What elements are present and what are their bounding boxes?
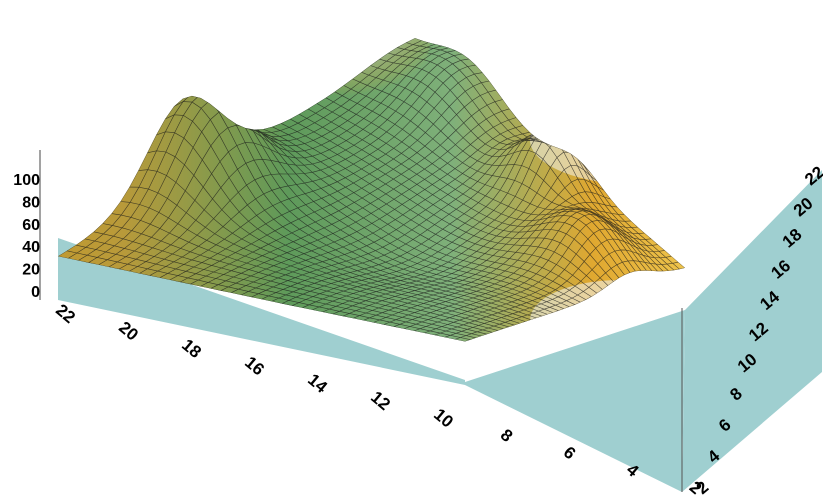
- mesh-line-v: [102, 223, 493, 333]
- x-tick-label: 12: [367, 387, 394, 414]
- y-tick-label: 22: [801, 162, 823, 189]
- mesh-line-v: [111, 213, 499, 331]
- mesh-line-v: [388, 52, 669, 272]
- z-tick-label: 40: [22, 239, 40, 256]
- z-tick-label: 60: [22, 217, 40, 234]
- z-tick-label: 0: [31, 284, 40, 301]
- right-wall: [682, 170, 822, 492]
- mesh-line-v: [272, 126, 598, 294]
- mesh-line-v: [66, 250, 471, 340]
- x-tick-label: 10: [430, 405, 457, 432]
- mesh-line-v: [361, 71, 653, 272]
- mesh-line-v: [138, 169, 515, 326]
- mesh-line-v: [173, 101, 537, 319]
- mesh-line-v: [164, 114, 532, 321]
- mesh-line-v: [156, 131, 526, 322]
- z-tick-label: 80: [22, 194, 40, 211]
- mesh-line-v: [93, 231, 488, 335]
- mesh-line-v: [263, 128, 592, 297]
- mesh-line-v: [343, 85, 642, 271]
- mesh-line-v: [298, 113, 614, 282]
- z-tick-label: 20: [22, 262, 40, 279]
- mesh-line-v: [75, 244, 477, 339]
- plateau-highlight: [665, 73, 685, 117]
- x-tick-label: 14: [304, 370, 331, 397]
- mesh-line-v: [209, 100, 559, 311]
- mesh-line-v: [227, 117, 570, 308]
- mesh-line-v: [280, 123, 603, 290]
- mesh-line-v: [218, 109, 565, 310]
- mesh-line-v: [58, 256, 466, 342]
- x-tick-label: 16: [241, 353, 268, 380]
- mesh-line-v: [325, 97, 631, 273]
- x-tick-label: 18: [178, 335, 205, 362]
- mesh-line-v: [254, 129, 587, 300]
- mesh-line-v: [147, 150, 521, 324]
- mesh-line-v: [191, 90, 548, 315]
- mesh-line-v: [84, 238, 482, 337]
- mesh-line-v: [182, 93, 543, 317]
- mesh-line-v: [200, 93, 554, 313]
- z-tick-labels: 0 20 40 60 80 100: [13, 172, 40, 301]
- mesh-line-v: [245, 127, 581, 303]
- mesh-line-v: [236, 123, 576, 305]
- z-tick-label: 100: [13, 172, 40, 189]
- mesh-line-v: [307, 108, 620, 279]
- mesh-line-v: [120, 201, 504, 330]
- front-wall: [465, 310, 685, 492]
- mesh-line-v: [316, 103, 625, 276]
- mesh-line-v: [406, 42, 680, 270]
- mesh-line-v: [397, 47, 675, 271]
- x-tick-label: 22: [52, 300, 79, 327]
- mesh-line-v: [352, 78, 647, 271]
- mesh-line-v: [129, 186, 510, 328]
- mesh-line-v: [379, 58, 664, 272]
- mesh-line-v: [370, 65, 658, 272]
- mesh-line-v: [289, 118, 609, 286]
- mesh-line-v: [334, 91, 636, 272]
- x-tick-label: 8: [497, 425, 516, 446]
- x-tick-label: 6: [560, 443, 579, 464]
- x-tick-label: 20: [115, 318, 142, 345]
